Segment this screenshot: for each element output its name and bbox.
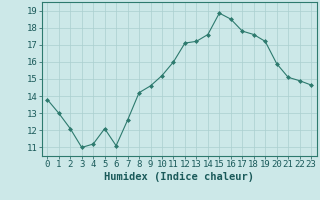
X-axis label: Humidex (Indice chaleur): Humidex (Indice chaleur) xyxy=(104,172,254,182)
